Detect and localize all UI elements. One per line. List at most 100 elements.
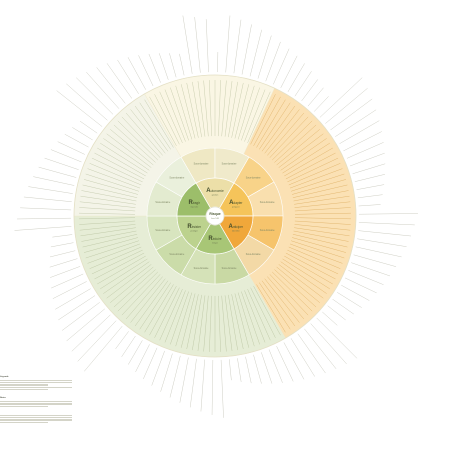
outer-ray-label [50,242,74,248]
middle-segment-label: Sous-domaine [169,254,185,256]
outer-ray-label [106,63,133,99]
indicator-label [81,190,137,202]
indicator-label [244,89,266,142]
indicator-label [94,152,145,180]
core-segment-label: Résister [187,224,202,230]
middle-segment-label: Sous-domaine [169,178,185,180]
outer-ray-label [307,87,324,107]
middle-segment-label: Sous-domaine [260,230,276,232]
middle-segment-label: Sous-domaine [155,230,171,232]
indicator-label [121,274,161,316]
outer-ray-label [352,163,386,174]
middle-segment-label: Sous-domaine [194,268,210,270]
indicator-label [256,284,286,333]
indicator-label [294,227,350,237]
indicator-label [234,293,250,348]
outer-ray-label [358,213,418,215]
outer-ray-label [55,288,91,310]
outer-ray-label [56,90,103,127]
indicator-label [79,207,136,212]
outer-ray-label [357,194,383,199]
indicator-label [164,290,186,343]
core-segment-sublabel: gestion [212,194,218,197]
indicator-label [89,163,142,186]
indicator-label [294,217,351,220]
outer-ray-label [237,358,242,382]
indicator-label [259,102,291,150]
indicator-label [82,184,138,198]
outer-ray-label [304,328,337,369]
outer-ray-label [332,298,354,315]
indicator-label [85,240,139,259]
indicator-label [282,258,330,290]
outer-ray-label [169,355,181,398]
indicator-label [250,287,276,338]
indicator-label [293,190,349,202]
indicator-label [134,280,169,327]
indicator-label [261,280,296,327]
legend-line [0,386,72,389]
outer-ray-label [205,19,209,73]
outer-ray-label [344,277,377,294]
outer-ray-label [50,266,81,278]
outer-ray-label [86,71,120,109]
outer-ray-label [273,48,290,85]
indicator-label [164,89,186,142]
outer-ray-label [64,134,89,148]
indicator-label [110,129,154,166]
indicator-label [291,173,345,192]
indicator-label [110,266,154,303]
indicator-label [272,271,313,312]
indicator-label [241,87,260,141]
indicator-label [121,116,161,158]
indicator-label [203,295,209,352]
outer-ray-label [50,149,82,163]
indicator-label [87,168,141,189]
indicator-label [209,295,212,352]
indicator-label [103,138,150,171]
indicator-label [288,246,341,269]
legend-line [0,384,48,386]
outer-ray-label [357,238,407,247]
outer-ray-label [189,358,197,408]
indicator-label [85,173,139,192]
middle-segment-label: Sous-domaine [222,164,238,166]
outer-ray-label [117,59,139,95]
indicator-label [287,249,339,275]
indicator-label [294,195,350,205]
indicator-label [294,224,351,231]
indicator-label [159,288,183,341]
indicator-label [267,276,305,320]
indicator-label [83,179,139,195]
outer-ray-label [169,53,177,78]
legend-line [0,419,72,421]
indicator-label [224,295,233,351]
indicator-label [159,91,183,144]
indicator-label [100,142,148,174]
indicator-label [244,290,266,343]
outer-ray-label [268,349,283,383]
indicator-label [231,294,244,350]
outer-ray-label [66,308,106,342]
indicator-label [203,80,209,137]
outer-ray-label [257,35,272,79]
outer-ray-label [57,141,85,155]
outer-ray-label [52,281,87,299]
legend-line [0,414,72,417]
middle-segment-label: Sous-domaine [222,268,238,270]
outer-ray-label [115,331,129,350]
indicator-label [293,230,349,242]
indicator-label [91,249,143,275]
outer-ray-label [322,311,338,326]
indicator-label [294,212,351,215]
indicator-label [237,85,255,140]
indicator-label [272,120,313,161]
outer-ray-label [38,166,77,178]
outer-ray-label [211,359,214,415]
indicator-label [241,291,260,345]
indicator-label [106,264,152,299]
outer-ray-label [343,131,382,152]
outer-ray-label [143,347,158,380]
outer-ray-label [265,41,281,82]
indicator-label [139,102,171,150]
